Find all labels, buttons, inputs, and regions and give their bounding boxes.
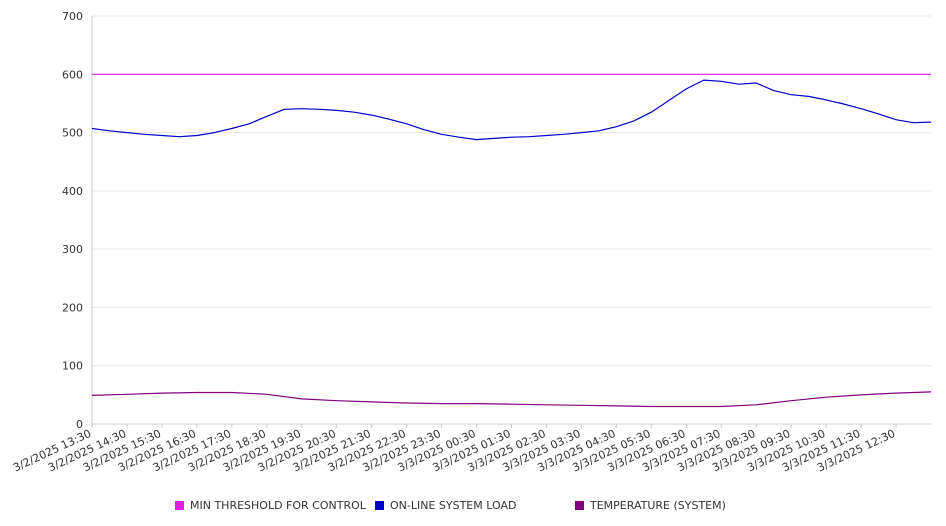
y-tick-label: 400 — [62, 185, 83, 198]
legend-label-system-load: ON-LINE SYSTEM LOAD — [390, 498, 517, 512]
y-tick-label: 300 — [62, 243, 83, 256]
legend-swatch-system-load — [375, 500, 384, 510]
legend-swatch-temperature — [575, 500, 584, 510]
y-axis-tick-labels: 0 100 200 300 400 500 600 700 — [62, 10, 83, 431]
legend-item-temperature[interactable]: TEMPERATURE (SYSTEM) — [575, 498, 726, 512]
legend-item-min-threshold[interactable]: MIN THRESHOLD FOR CONTROL — [175, 498, 366, 512]
legend-label-temperature: TEMPERATURE (SYSTEM) — [590, 498, 726, 512]
axes — [91, 16, 931, 428]
series-line-system-load[interactable] — [91, 79, 932, 141]
grid-lines — [92, 15, 931, 425]
x-axis-tick-labels: 3/2/2025 13:303/2/2025 14:303/2/2025 15:… — [11, 427, 897, 475]
y-tick-label: 100 — [62, 360, 83, 373]
y-tick-label: 700 — [62, 10, 83, 23]
series-lines — [91, 73, 932, 408]
series-line-temperature[interactable] — [91, 391, 932, 408]
y-tick-label: 600 — [62, 68, 83, 81]
y-tick-label: 0 — [76, 418, 83, 431]
y-tick-label: 500 — [62, 127, 83, 140]
legend-label-min-threshold: MIN THRESHOLD FOR CONTROL — [190, 498, 366, 512]
y-tick-label: 200 — [62, 301, 83, 314]
legend-item-system-load[interactable]: ON-LINE SYSTEM LOAD — [375, 498, 516, 512]
legend-swatch-min-threshold — [175, 500, 184, 510]
